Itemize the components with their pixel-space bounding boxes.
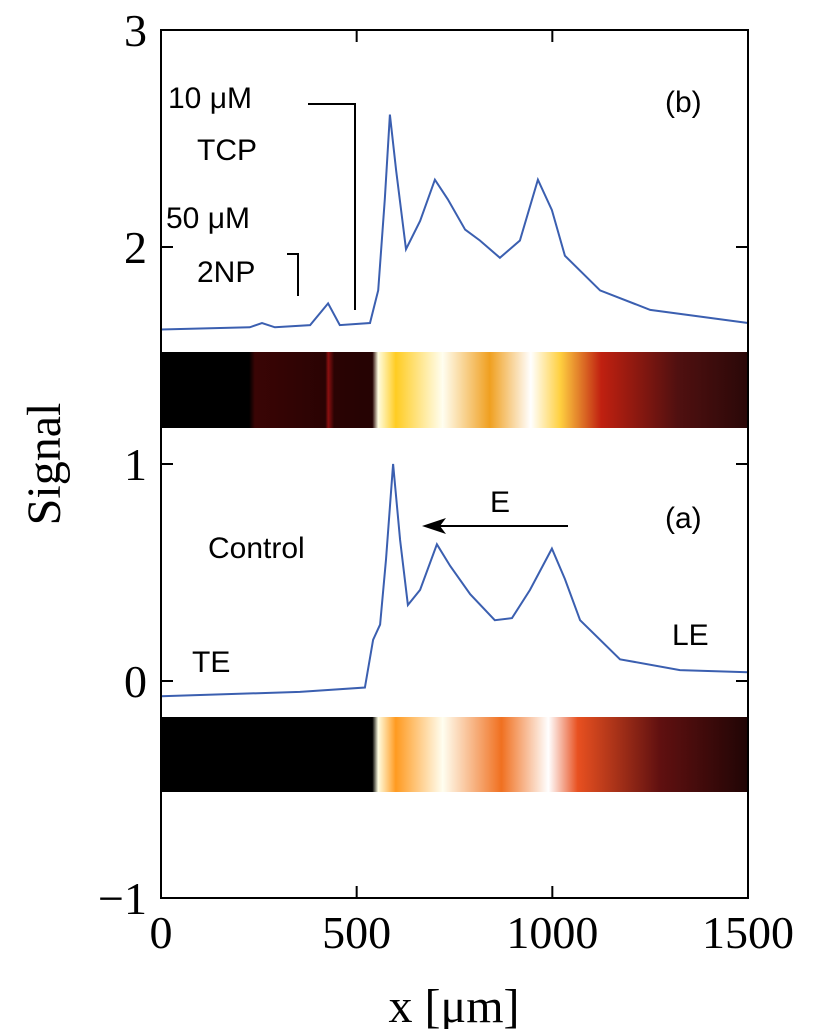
annotation: TCP xyxy=(197,134,257,167)
bracket xyxy=(308,104,355,310)
x-tick-label: 1000 xyxy=(506,907,598,958)
line-series xyxy=(161,464,748,696)
annotation: 50 μM xyxy=(166,202,250,235)
y-tick-label: 0 xyxy=(124,656,147,707)
panel-label: (b) xyxy=(665,86,702,119)
panel-label: (a) xyxy=(665,502,702,535)
annotation: E xyxy=(490,486,510,519)
bracket xyxy=(287,254,298,296)
annotation: Control xyxy=(208,532,305,565)
annotation: LE xyxy=(672,619,709,652)
heatmap-b xyxy=(161,352,748,428)
y-tick-label: −1 xyxy=(98,873,147,924)
y-tick-label: 2 xyxy=(124,222,147,273)
x-tick-label: 1500 xyxy=(702,907,794,958)
x-axis-label: x [μm] xyxy=(388,980,519,1029)
x-tick-label: 500 xyxy=(322,907,391,958)
annotation: 10 μM xyxy=(168,82,252,115)
annotation: 2NP xyxy=(197,256,255,289)
y-tick-label: 3 xyxy=(124,5,147,56)
heatmap-a xyxy=(161,717,748,792)
y-tick-label: 1 xyxy=(124,439,147,490)
x-tick-label: 0 xyxy=(150,907,173,958)
annotation: TE xyxy=(192,646,230,679)
chart: 10 μM TCP 50 μM 2NP (b) (a) E Control TE… xyxy=(0,0,817,1029)
y-axis-label: Signal xyxy=(18,403,71,526)
